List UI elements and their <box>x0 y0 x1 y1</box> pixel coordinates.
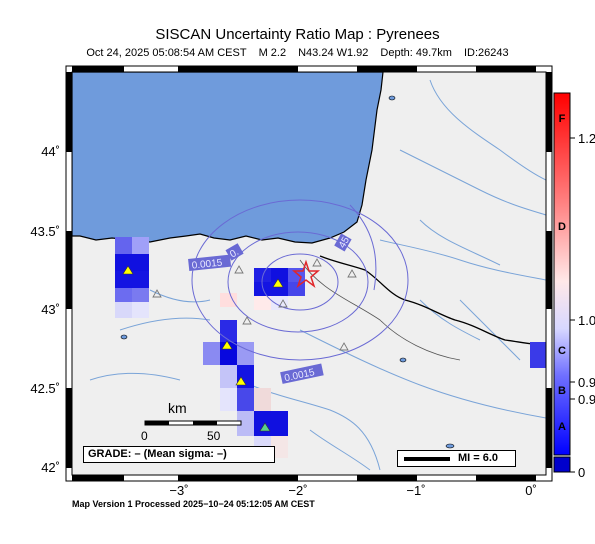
colorbar: F D C B A 1.2 1.0 0.9 0.9 0 <box>553 92 595 480</box>
event-depth: Depth: 49.7km <box>380 47 452 59</box>
svg-text:0.0015: 0.0015 <box>191 257 223 271</box>
lat-label: 43˚ <box>41 302 60 317</box>
country-border <box>319 255 546 346</box>
colorbar-value: 0.9 <box>578 375 595 390</box>
mi-legend: MI = 6.0 <box>397 450 516 467</box>
colorbar-value: 0.9 <box>578 392 595 407</box>
colorbar-letter: B <box>558 385 566 397</box>
lat-label: 42.5˚ <box>30 381 60 396</box>
lat-label: 44˚ <box>41 144 60 159</box>
lake-shape <box>120 334 128 340</box>
scale-tick: 50 <box>207 429 221 443</box>
colorbar-value: 0 <box>578 465 585 480</box>
lon-label: −2˚ <box>288 483 307 498</box>
lon-label: −1˚ <box>406 483 425 498</box>
event-info: Oct 24, 2025 05:08:54 AM CEST M 2.2 N43.24… <box>0 47 595 59</box>
colorbar-letter: D <box>558 221 566 233</box>
lake-shape <box>399 357 407 363</box>
uncertainty-contours <box>191 199 409 361</box>
grade-text: GRADE: – (Mean sigma: –) <box>88 448 227 460</box>
contour-label: 45 <box>334 233 352 252</box>
colorbar-value: 1.2 <box>578 131 595 146</box>
map-title: SISCAN Uncertainty Ratio Map : Pyrenees <box>155 26 440 43</box>
map-frame <box>65 65 553 482</box>
processing-footer: Map Version 1 Processed 2025−10−24 05:12… <box>72 499 315 509</box>
colorbar-letter: A <box>558 421 566 433</box>
lake-shape <box>445 443 455 449</box>
grade-box: GRADE: – (Mean sigma: –) <box>83 446 275 463</box>
epicenter-star <box>291 259 321 289</box>
svg-text:45: 45 <box>337 235 352 251</box>
lat-label: 42˚ <box>41 460 60 475</box>
coast-islet <box>388 95 396 101</box>
event-magnitude: M 2.2 <box>258 47 287 59</box>
stations-inactive <box>152 258 357 351</box>
event-id: ID:26243 <box>463 47 509 59</box>
mi-bar <box>404 457 450 461</box>
event-location: N43.24 W1.92 <box>298 47 369 59</box>
lat-label: 43.5˚ <box>30 224 60 239</box>
scale-tick: 0 <box>141 429 148 443</box>
stations-active <box>122 265 284 432</box>
lon-label: −3˚ <box>169 483 188 498</box>
contour-label: 0. <box>225 243 244 261</box>
sea-area <box>72 72 384 244</box>
contour-label: 0.0015 <box>188 254 232 272</box>
colorbar-value: 1.0 <box>578 313 595 328</box>
mi-text: MI = 6.0 <box>458 452 499 464</box>
lon-label: 0˚ <box>525 483 537 498</box>
region-border <box>299 259 461 361</box>
colorbar-letter: C <box>558 345 566 357</box>
event-datetime: Oct 24, 2025 05:08:54 AM CEST <box>86 47 247 59</box>
colorbar-letter: F <box>559 113 566 125</box>
scale-unit: km <box>168 400 187 416</box>
scale-bar <box>144 420 242 426</box>
